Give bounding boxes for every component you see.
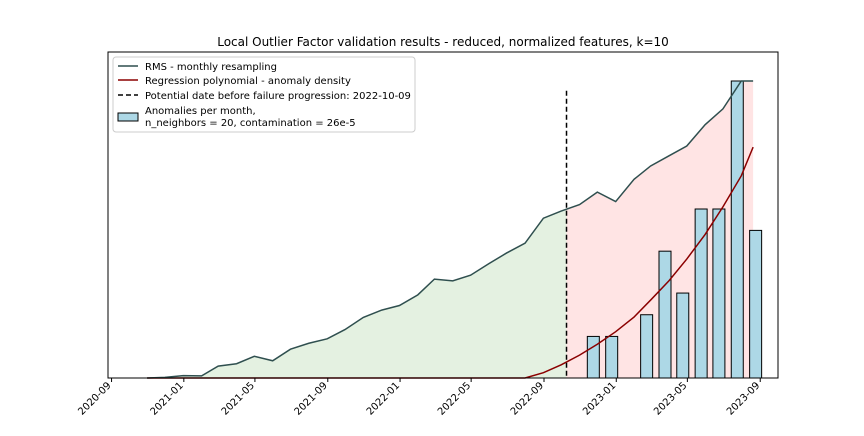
legend-box [112, 56, 416, 133]
anomaly-bar [658, 250, 672, 379]
legend-label-regression: Regression polynomial - anomaly density [145, 76, 351, 87]
legend-label-bars: Anomalies per month, [145, 106, 256, 117]
legend-label-vline: Potential date before failure progressio… [145, 91, 411, 102]
anomaly-bar [712, 208, 726, 379]
legend-label-bars-params: n_neighbors = 20, contamination = 26e-5 [145, 118, 356, 129]
chart-title: Local Outlier Factor validation results … [217, 35, 669, 49]
legend-label-rms: RMS - monthly resampling [145, 62, 277, 73]
anomaly-bar [730, 80, 744, 379]
anomaly-bar [640, 314, 654, 379]
legend: RMS - monthly resampling Regression polyn… [112, 56, 416, 133]
regression-line [147, 146, 754, 379]
rms-line [147, 80, 754, 379]
area-before-failure [147, 209, 567, 378]
anomaly-bar [676, 292, 690, 379]
anomaly-bar [749, 229, 763, 379]
legend-swatch-bars [117, 112, 139, 122]
anomaly-bar [605, 335, 619, 379]
anomaly-bar [586, 335, 600, 379]
axes-frame [107, 51, 779, 379]
